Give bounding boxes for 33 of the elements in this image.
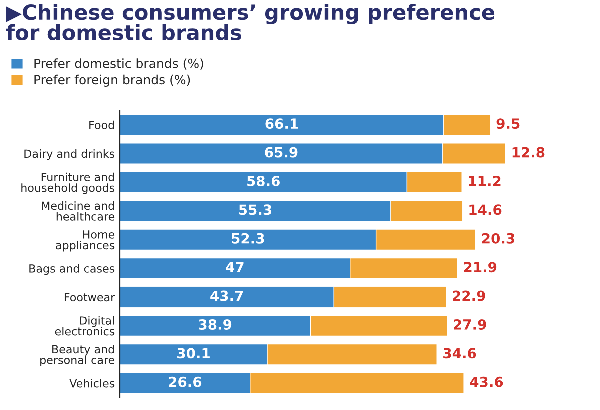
data-label: 47 [226, 262, 244, 272]
data-label: 26.6 [169, 376, 202, 388]
legend-label: Prefer domestic brands (%) [34, 58, 204, 70]
data-label: 9.5 [496, 118, 520, 130]
y-tick-label: Bags and cases [30, 264, 115, 276]
y-tick-label: Dairy and drinks [24, 150, 115, 160]
data-label: 43.7 [210, 290, 244, 302]
y-tick-label: Beauty and personal care [40, 345, 115, 367]
data-label: 27.9 [454, 319, 486, 330]
legend-label: Prefer foreign brands (%) [34, 74, 190, 87]
data-label: 55.3 [239, 204, 272, 216]
chart-title: ▶Chinese consumers’ growing preference for domestic brands [6, 4, 495, 41]
data-label: 58.6 [248, 176, 280, 186]
data-label: 14.6 [470, 204, 502, 216]
y-tick-label: Footwear [64, 293, 116, 302]
y-tick-label: Food [90, 120, 114, 130]
data-label: 11.2 [469, 176, 501, 186]
y-tick-label: Digital electronics [55, 316, 115, 336]
data-label: 38.9 [199, 319, 232, 330]
data-label: 22.9 [453, 290, 486, 302]
data-label: 12.8 [512, 147, 545, 158]
data-label: 30.1 [178, 348, 210, 359]
data-label: 43.6 [470, 376, 504, 388]
y-tick-label: Vehicles [70, 379, 115, 388]
y-tick-label: Home appliances [56, 230, 115, 252]
data-label: 52.3 [232, 233, 264, 244]
data-label: 21.9 [464, 262, 497, 273]
data-label: 34.6 [444, 348, 476, 359]
data-label: 20.3 [482, 233, 515, 244]
y-tick-label: Furniture and household goods [22, 172, 115, 194]
data-label: 66.1 [266, 118, 298, 130]
y-tick-label: Medicine and healthcare [42, 202, 115, 221]
data-label: 65.9 [265, 147, 298, 158]
